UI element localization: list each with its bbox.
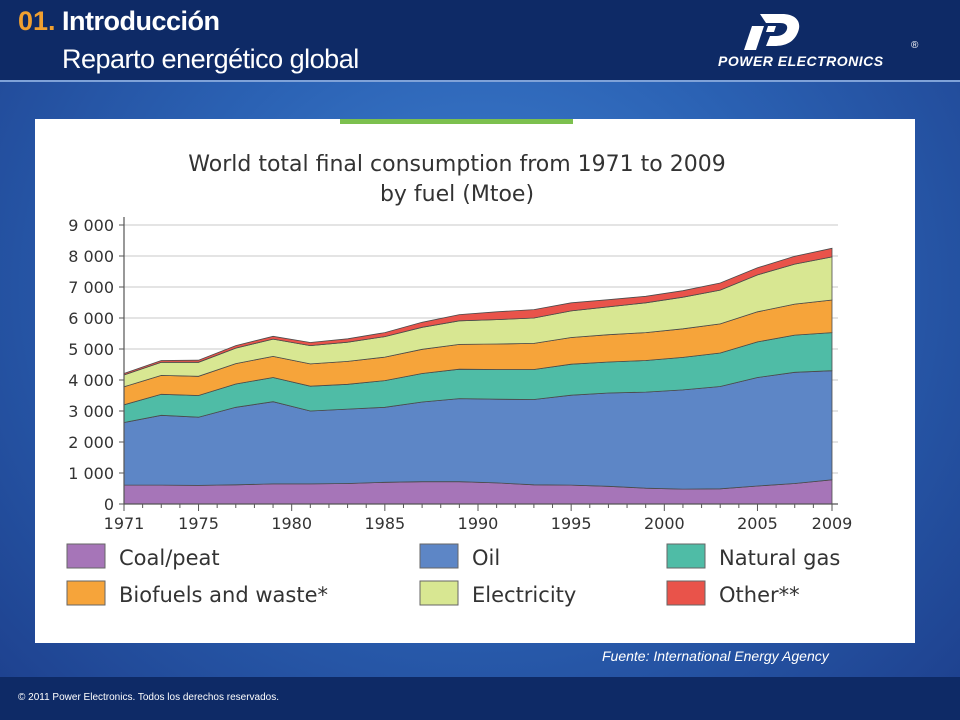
y-tick-label: 1 000 xyxy=(68,464,114,483)
logo-text: POWER ELECTRONICS xyxy=(718,53,884,69)
x-tick-label: 1980 xyxy=(271,514,312,533)
y-tick-label: 3 000 xyxy=(68,402,114,421)
chart-top-accent-bar xyxy=(340,119,573,124)
y-tick-label: 5 000 xyxy=(68,340,114,359)
y-tick-label: 7 000 xyxy=(68,278,114,297)
logo-mark-icon xyxy=(744,14,800,50)
x-tick-label: 2000 xyxy=(644,514,685,533)
y-tick-label: 6 000 xyxy=(68,309,114,328)
page-title: Introducción xyxy=(62,6,220,36)
chart-title: World total final consumption from 1971 … xyxy=(188,152,725,177)
x-tick-label: 2005 xyxy=(737,514,778,533)
legend-swatch-biofuels-and-waste xyxy=(66,580,106,606)
footer-bar: © 2011 Power Electronics. Todos los dere… xyxy=(0,677,960,720)
y-tick-label: 9 000 xyxy=(68,216,114,235)
legend-label-biofuels-and-waste: Biofuels and waste* xyxy=(119,583,328,607)
legend-label-natural-gas: Natural gas xyxy=(719,546,840,570)
legend-swatch-natural-gas xyxy=(666,543,706,569)
legend-label-other: Other** xyxy=(719,583,800,607)
legend-label-oil: Oil xyxy=(472,546,500,570)
legend-label-coal-peat: Coal/peat xyxy=(119,546,220,570)
company-logo: POWER ELECTRONICS ® xyxy=(706,8,926,74)
x-tick-label: 1990 xyxy=(458,514,499,533)
legend-swatch-coal-peat xyxy=(66,543,106,569)
x-tick-label: 1995 xyxy=(551,514,592,533)
area-other xyxy=(123,247,833,376)
y-tick-label: 8 000 xyxy=(68,247,114,266)
legend-swatch-electricity xyxy=(419,580,459,606)
legend-label-electricity: Electricity xyxy=(472,583,576,607)
chart-title-line2: by fuel (Mtoe) xyxy=(380,182,534,207)
copyright-text: © 2011 Power Electronics. Todos los dere… xyxy=(18,692,280,703)
stacked-area-chart: World total final consumption from 1971 … xyxy=(66,119,853,607)
x-tick-label: 2009 xyxy=(812,514,853,533)
x-tick-label: 1985 xyxy=(364,514,405,533)
legend-swatch-oil xyxy=(419,543,459,569)
chart-panel: World total final consumption from 1971 … xyxy=(35,119,915,643)
y-tick-label: 4 000 xyxy=(68,371,114,390)
y-tick-label: 0 xyxy=(104,495,114,514)
section-number: 01. xyxy=(18,6,56,36)
x-tick-label: 1971 xyxy=(104,514,145,533)
header-bar: 01. Introducción Reparto energético glob… xyxy=(0,0,960,82)
source-note: Fuente: International Energy Agency xyxy=(602,648,829,664)
y-tick-label: 2 000 xyxy=(68,433,114,452)
page-subtitle: Reparto energético global xyxy=(62,44,359,74)
legend-swatch-other xyxy=(666,580,706,606)
registered-mark: ® xyxy=(911,40,919,51)
x-tick-label: 1975 xyxy=(178,514,219,533)
